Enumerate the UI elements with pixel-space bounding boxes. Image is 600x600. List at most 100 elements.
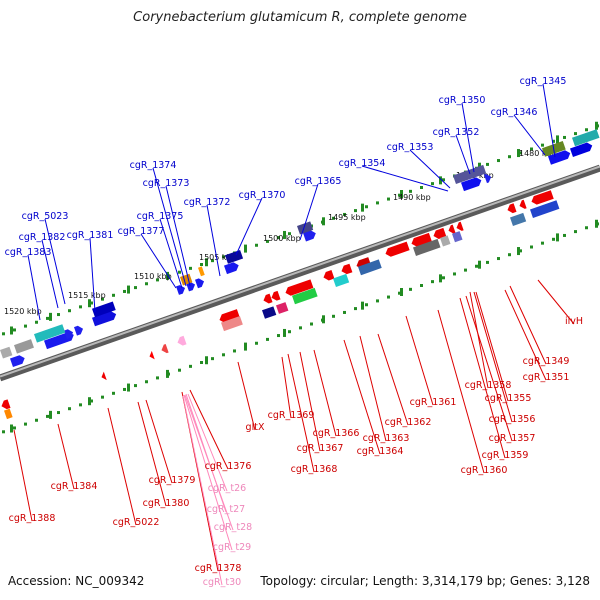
gene-layer bbox=[0, 129, 600, 420]
forward-gene bbox=[225, 249, 244, 264]
ruler-dot bbox=[178, 270, 181, 274]
ruler-dot bbox=[475, 264, 478, 268]
reverse-gene bbox=[531, 190, 554, 205]
forward-gene-label-leader bbox=[542, 83, 556, 158]
reverse-gene-label: cgR_1362 bbox=[385, 417, 432, 428]
ruler-dot bbox=[541, 143, 544, 147]
ruler-tick bbox=[205, 258, 208, 267]
ruler-dot bbox=[222, 353, 225, 357]
ruler-dot bbox=[398, 193, 401, 197]
reverse-gene-shape bbox=[411, 232, 432, 247]
forward-gene-shape bbox=[34, 324, 66, 343]
ruler-tick bbox=[361, 203, 364, 212]
reverse-gene-shape bbox=[221, 316, 243, 332]
forward-gene-shape bbox=[10, 355, 25, 367]
forward-gene-shape bbox=[195, 278, 205, 289]
forward-gene-shape bbox=[92, 311, 117, 327]
ruler-tick bbox=[244, 244, 247, 253]
ruler-dot bbox=[46, 316, 49, 320]
forward-gene-label: cgR_1383 bbox=[5, 247, 52, 258]
ruler-tick bbox=[322, 315, 325, 324]
ruler-dot bbox=[354, 307, 357, 311]
ruler-dot bbox=[222, 255, 225, 259]
forward-gene-shape bbox=[297, 221, 314, 235]
forward-gene bbox=[572, 129, 600, 147]
reverse-gene-shape bbox=[519, 199, 527, 209]
reverse-gene-label: cgR_1360 bbox=[461, 465, 508, 476]
reverse-gene-label-leader bbox=[189, 389, 229, 470]
ruler-dot bbox=[387, 197, 390, 201]
ruler-dot bbox=[288, 232, 291, 236]
forward-gene-label-leader bbox=[409, 149, 451, 189]
ruler-tick bbox=[517, 247, 520, 256]
reverse-gene-label-leader bbox=[459, 297, 506, 459]
reverse-gene bbox=[510, 212, 527, 226]
ruler-dot bbox=[552, 237, 555, 241]
ruler-dot bbox=[189, 266, 192, 270]
reverse-gene-label: cgR_1349 bbox=[523, 356, 570, 367]
forward-gene bbox=[453, 164, 487, 184]
reverse-gene-label: cgR_1369 bbox=[268, 410, 315, 421]
reverse-gene bbox=[507, 203, 517, 214]
ruler-dot bbox=[145, 282, 148, 286]
forward-gene-label-leader bbox=[44, 218, 66, 305]
ruler-dot bbox=[35, 418, 38, 422]
ruler-tick bbox=[49, 312, 52, 321]
topology-summary: Topology: circular; Length: 3,314,179 bp… bbox=[260, 574, 590, 588]
ruler-tick bbox=[10, 424, 13, 433]
ruler-dot bbox=[101, 297, 104, 301]
reverse-gene-label-leader bbox=[504, 289, 547, 381]
reverse-gene-label-leader bbox=[237, 361, 256, 431]
reverse-gene-label-leader bbox=[465, 295, 513, 442]
ruler-tick bbox=[439, 274, 442, 283]
ruler-dot bbox=[519, 249, 522, 253]
ruler-dot bbox=[57, 411, 60, 415]
forward-gene-shape bbox=[186, 281, 196, 292]
ruler-tick bbox=[205, 356, 208, 365]
forward-gene-label-leader bbox=[361, 165, 449, 192]
reverse-gene-label: cgR_1359 bbox=[482, 450, 529, 461]
ruler-dot bbox=[519, 151, 522, 155]
reverse-gene bbox=[4, 408, 13, 420]
ruler-dot bbox=[189, 364, 192, 368]
reverse-gene bbox=[333, 273, 350, 287]
forward-gene bbox=[484, 173, 492, 184]
ruler-tick bbox=[88, 397, 91, 406]
forward-gene bbox=[176, 285, 186, 295]
reverse-gene bbox=[177, 335, 187, 346]
ruler-dot bbox=[57, 313, 60, 317]
ruler-dot bbox=[343, 310, 346, 314]
forward-gene bbox=[303, 230, 316, 242]
forward-gene bbox=[74, 325, 84, 336]
ruler-dot bbox=[24, 324, 27, 328]
forward-gene-shape bbox=[0, 346, 13, 359]
reverse-gene-label: cgR_5022 bbox=[113, 517, 160, 528]
forward-gene-label-leader bbox=[165, 185, 191, 287]
reverse-gene bbox=[276, 302, 289, 314]
reverse-gene-label: cgR_1357 bbox=[489, 433, 536, 444]
forward-gene-label: cgR_1374 bbox=[130, 160, 177, 171]
reverse-gene-label: cgR_1388 bbox=[9, 513, 56, 524]
ruler-tick bbox=[244, 342, 247, 351]
ruler-tick bbox=[478, 260, 481, 269]
forward-gene bbox=[186, 281, 196, 292]
forward-gene-label-leader bbox=[513, 114, 546, 156]
trna-gene-label-leader bbox=[184, 394, 234, 531]
reverse-gene bbox=[149, 350, 155, 360]
ruler-dot bbox=[574, 132, 577, 136]
forward-gene bbox=[92, 311, 117, 327]
ruler-dot bbox=[233, 349, 236, 353]
forward-gene-label-leader bbox=[27, 254, 41, 321]
ruler-dot bbox=[200, 263, 203, 266]
forward-gene-label: cgR_1375 bbox=[137, 211, 184, 222]
forward-gene-shape bbox=[224, 262, 239, 275]
ruler-dot bbox=[211, 357, 214, 361]
ruler-dot bbox=[585, 226, 588, 230]
reverse-gene-shape bbox=[507, 203, 517, 214]
forward-gene-label-leader bbox=[140, 233, 177, 289]
reverse-gene bbox=[385, 241, 410, 257]
ruler-dot bbox=[365, 205, 368, 209]
reverse-gene-label-leader bbox=[107, 407, 137, 526]
forward-gene bbox=[297, 221, 314, 235]
